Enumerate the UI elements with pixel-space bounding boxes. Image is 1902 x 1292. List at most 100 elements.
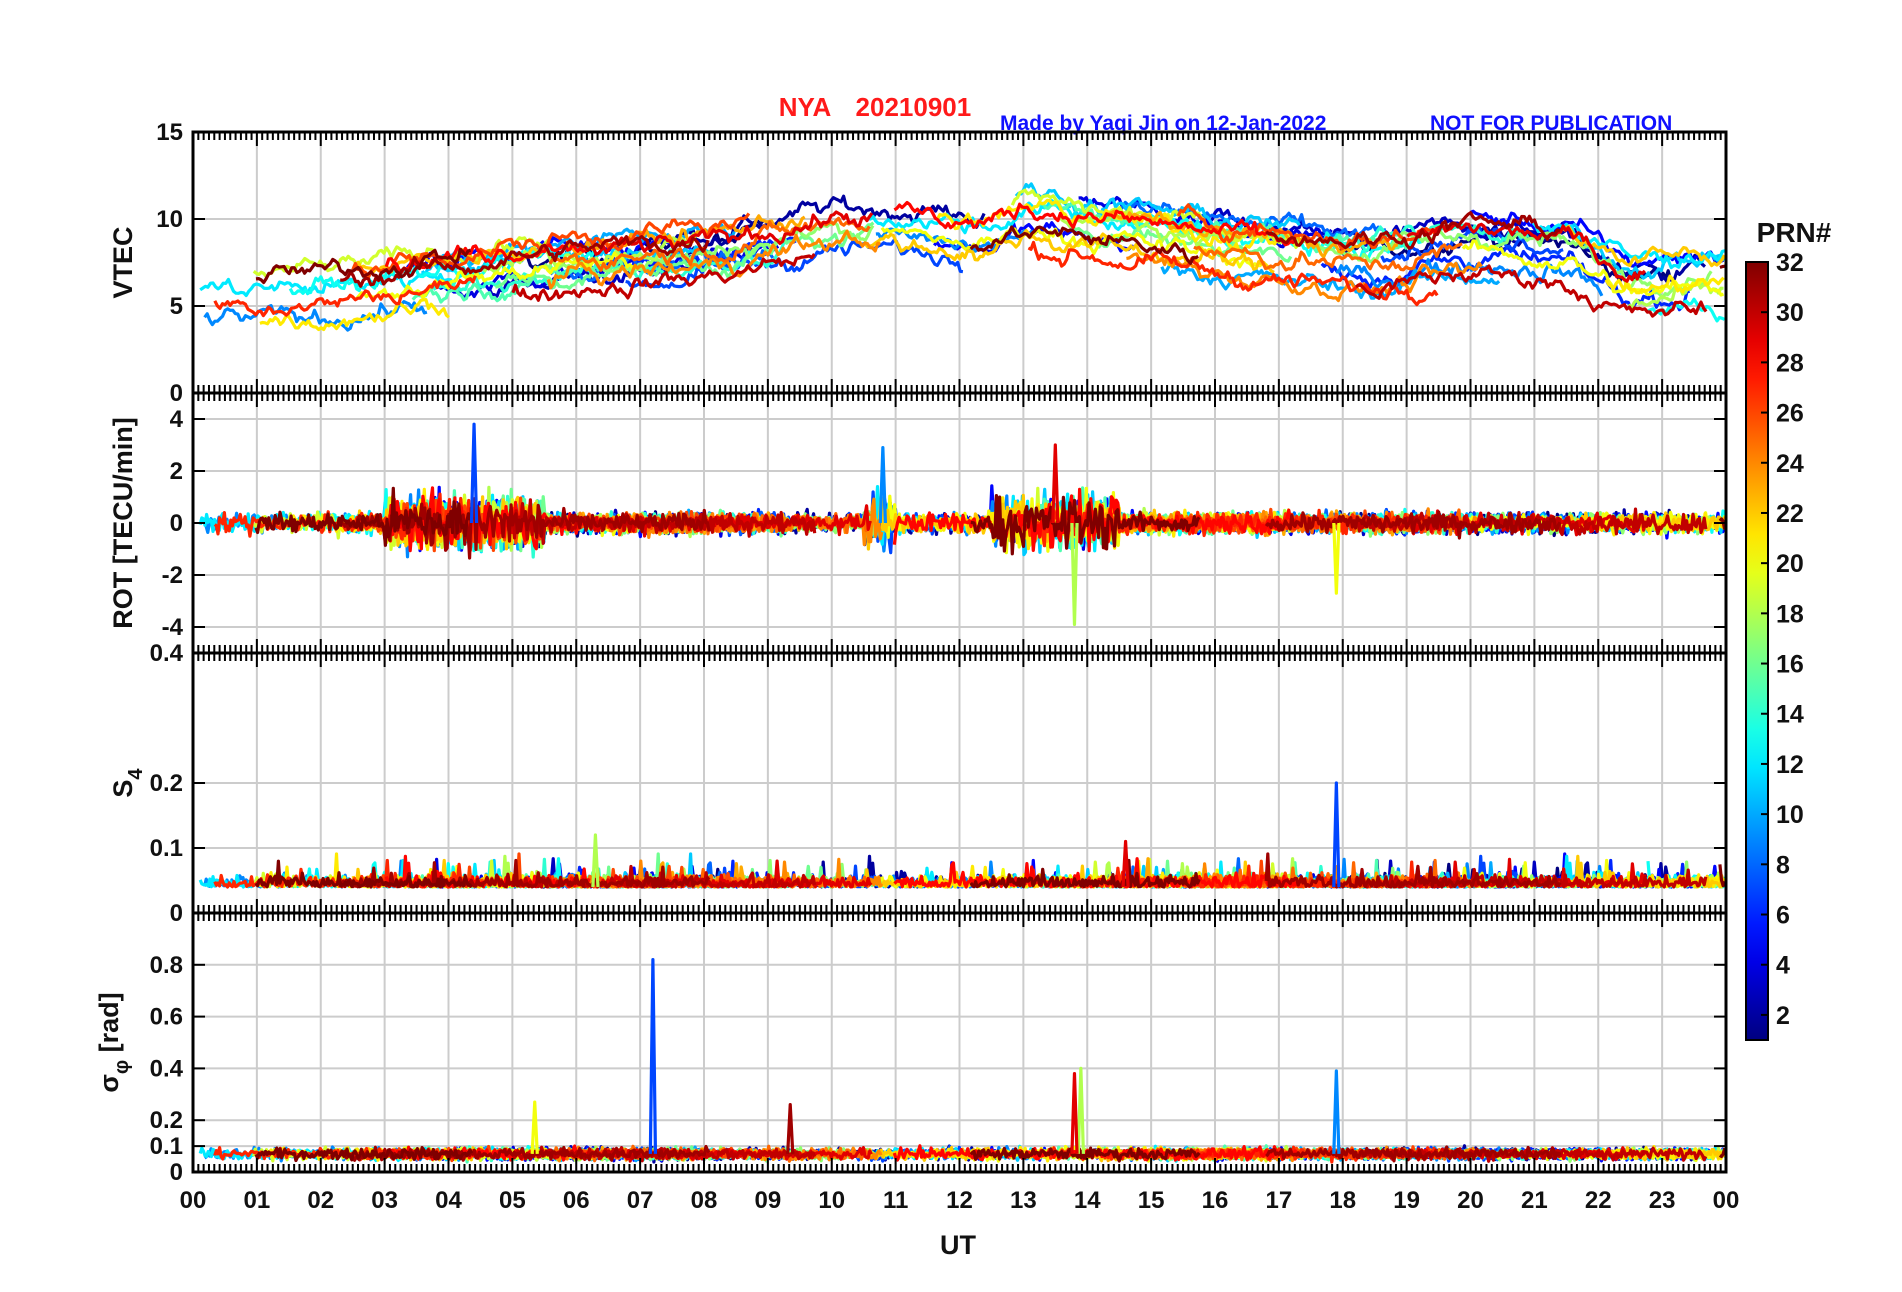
y-tick-label: 15: [156, 119, 183, 146]
not-for-publication-text: NOT FOR PUBLICATION: [1430, 112, 1672, 135]
spike-sigma_phi: [1076, 1066, 1086, 1154]
chart-title-station-date: NYA 20210901: [779, 92, 971, 122]
y-tick-label: 0: [170, 510, 183, 537]
trace-prn-32: [970, 494, 1201, 556]
x-tick-label: 05: [499, 1187, 526, 1214]
trace-prn-27: [1027, 240, 1439, 307]
x-tick-label: 00: [1713, 1187, 1740, 1214]
colorbar-tick-label: 6: [1776, 902, 1790, 930]
trace-prn-21: [1604, 274, 1725, 295]
y-tick-label: 2: [170, 458, 183, 485]
spike-rot: [1070, 522, 1079, 627]
y-tick-label: 0.6: [150, 1004, 183, 1031]
traces-sigma_phi: [198, 958, 1726, 1164]
trace-prn-5: [1469, 209, 1725, 268]
y-axis-sigma_phi: 00.10.2 0.4 0.6 0.8: [150, 952, 1726, 1186]
x-tick-label: 11: [883, 1187, 908, 1214]
x-tick-label: 17: [1266, 1187, 1293, 1214]
trace-prn-30: [1355, 264, 1708, 318]
y-tick-label: 0.1: [150, 1133, 183, 1160]
y-tick-label: -2: [162, 562, 183, 589]
trace-prn-27: [213, 275, 477, 318]
trace-prn-17: [1316, 230, 1713, 300]
x-ticks-sigma_phi: [192, 913, 1727, 1172]
trace-prn-31: [1265, 211, 1561, 250]
x-tick-label: 07: [627, 1187, 654, 1214]
panel-rot: -4 -2 0 2 4 ROT [TECU/min]: [108, 391, 1728, 655]
y-axis-label-s4: S4: [108, 768, 147, 798]
y-tick-label: 0.2: [150, 1107, 183, 1134]
credit-text: Made by Yaqi Jin on 12-Jan-2022: [1000, 112, 1326, 135]
trace-prn-21: [259, 298, 450, 332]
x-tick-labels: 00 01 02 03 04 05 06 07 08 09 10 11 12 13 14 15 16 17 18 19…: [180, 1187, 1740, 1214]
colorbar-label: PRN#: [1757, 217, 1832, 248]
trace-prn-20: [355, 251, 638, 300]
trace-prn-10: [1160, 263, 1501, 300]
chart-title-date: 20210901: [856, 92, 972, 122]
y-tick-label: 10: [156, 206, 183, 233]
y-tick-label: 0.4: [150, 1055, 184, 1082]
trace-prn-20: [1461, 239, 1725, 297]
colorbar-tick-label: 26: [1776, 400, 1804, 428]
y-tick-label: 4: [170, 406, 184, 433]
spike-s4: [591, 833, 600, 888]
colorbar-tick-label: 10: [1776, 801, 1804, 829]
x-axis-label: UT: [940, 1230, 976, 1260]
colorbar-tick-label: 4: [1776, 952, 1790, 980]
x-tick-label: 03: [371, 1187, 398, 1214]
trace-prn-25: [548, 216, 871, 272]
colorbar-tick-label: 32: [1776, 249, 1804, 277]
x-tick-label: 08: [691, 1187, 718, 1214]
x-tick-label: 04: [435, 1187, 462, 1214]
spike-rot: [469, 422, 479, 524]
y-tick-label: 0: [170, 1159, 183, 1186]
colorbar-tick-label: 28: [1776, 349, 1804, 377]
x-tick-label: 09: [755, 1187, 782, 1214]
trace-prn-31: [1264, 852, 1562, 889]
colorbar-tick-label: 16: [1776, 651, 1804, 679]
spike-sigma_phi: [530, 1100, 539, 1154]
x-tick-label: 15: [1138, 1187, 1165, 1214]
spike-s4: [1121, 839, 1130, 888]
y-axis-vtec: 0 5 10 15: [156, 119, 1726, 407]
trace-prn-31: [340, 235, 710, 288]
y-axis-rot: -4 -2 0 2 4: [162, 406, 1726, 641]
spike-rot: [1051, 443, 1060, 524]
trace-prn-31: [1264, 510, 1562, 540]
y-tick-label: 5: [170, 293, 183, 320]
spike-sigma_phi: [786, 1103, 795, 1154]
trace-prn-32: [1718, 517, 1726, 530]
chart-title-station: NYA: [779, 92, 832, 122]
x-tick-label: 20: [1457, 1187, 1484, 1214]
y-axis-s4: 0 0.1 0.2 0.4: [150, 640, 1726, 927]
trace-prn-30: [511, 253, 816, 302]
spike-rot: [1332, 522, 1341, 595]
spike-sigma_phi: [1332, 1069, 1341, 1154]
x-tick-label: 14: [1074, 1187, 1101, 1214]
panel-s4: 0 0.1 0.2 0.4 S4: [108, 640, 1728, 927]
traces-vtec: [199, 182, 1726, 332]
colorbar-tick-label: 20: [1776, 550, 1804, 578]
y-tick-label: 0.4: [150, 640, 184, 667]
colorbar-tick-label: 18: [1776, 600, 1804, 628]
x-tick-label: 02: [307, 1187, 334, 1214]
y-tick-label: 0.8: [150, 952, 183, 979]
x-tick-label: 13: [1010, 1187, 1037, 1214]
spike-sigma_phi: [648, 958, 658, 1154]
trace-prn-32: [255, 247, 472, 285]
y-tick-label: 0: [170, 900, 183, 927]
spike-sigma_phi: [1070, 1071, 1079, 1154]
x-tick-label: 18: [1329, 1187, 1356, 1214]
y-tick-label: -4: [162, 614, 184, 641]
colorbar-tick-label: 2: [1776, 1002, 1790, 1030]
y-axis-label-sigma_phi: σφ [rad]: [94, 992, 133, 1092]
trace-prn-29: [1406, 222, 1646, 283]
trace-prn-32: [969, 858, 1201, 889]
trace-prn-30: [511, 498, 817, 546]
trace-prn-31: [1265, 1145, 1562, 1163]
trace-prn-24: [546, 229, 881, 290]
x-tick-label: 23: [1649, 1187, 1676, 1214]
colorbar-tick-label: 24: [1776, 450, 1804, 478]
x-tick-label: 10: [818, 1187, 845, 1214]
